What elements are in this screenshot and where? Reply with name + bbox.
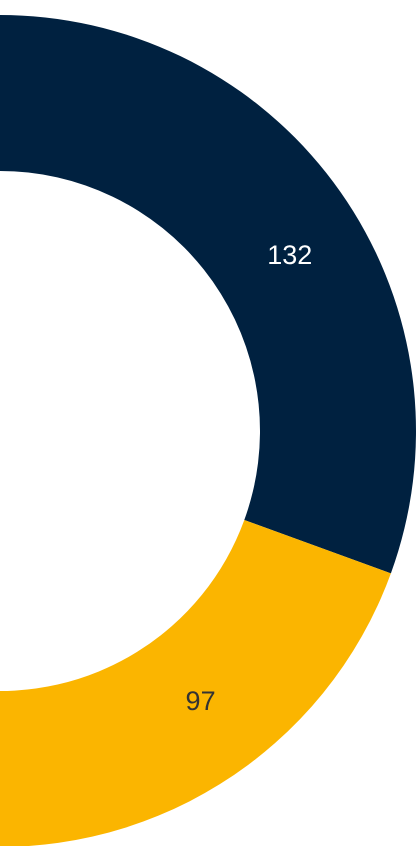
data-label: 132 (267, 240, 312, 270)
donut-segment (0, 15, 416, 574)
data-label: 97 (186, 686, 216, 716)
donut-segment (0, 519, 391, 846)
